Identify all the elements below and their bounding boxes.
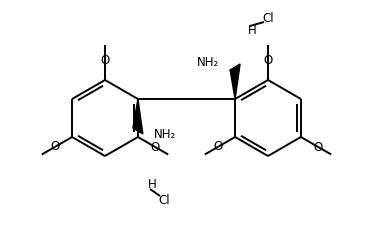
Text: H: H [148, 178, 157, 191]
Polygon shape [230, 64, 240, 99]
Text: O: O [100, 54, 110, 67]
Text: O: O [213, 140, 222, 153]
Text: Cl: Cl [158, 194, 170, 206]
Text: O: O [263, 54, 273, 67]
Text: O: O [314, 140, 323, 153]
Text: NH₂: NH₂ [154, 128, 176, 142]
Text: Cl: Cl [262, 12, 274, 25]
Text: NH₂: NH₂ [197, 56, 219, 69]
Text: H: H [248, 24, 257, 37]
Polygon shape [133, 99, 143, 134]
Text: O: O [151, 140, 160, 153]
Text: O: O [50, 140, 59, 153]
